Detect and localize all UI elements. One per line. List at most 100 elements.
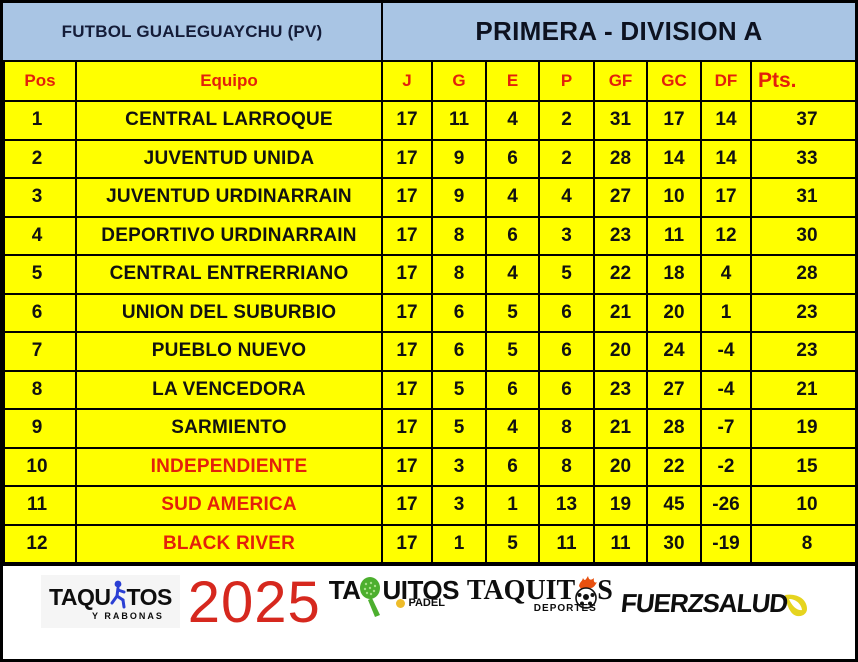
e-cell: 5 (485, 292, 540, 333)
rabonas-text-a: TAQU (49, 584, 111, 610)
division-title: PRIMERA - DIVISION A (475, 16, 763, 46)
taquitos-rabonas-wordmark: TAQU TOS (49, 580, 172, 611)
team-name-cell: SARMIENTO (75, 408, 383, 449)
rabonas-subtitle: Y RABONAS (91, 611, 164, 621)
j-cell: 17 (381, 369, 433, 410)
rabonas-text-b: TOS (126, 584, 172, 610)
df-cell: -4 (700, 369, 752, 410)
g-cell: 5 (431, 408, 487, 449)
team-name-cell: SUD AMERICA (75, 485, 383, 526)
g-cell: 9 (431, 177, 487, 218)
team-name-cell: DEPORTIVO URDINARRAIN (75, 215, 383, 256)
e-cell: 5 (485, 523, 540, 564)
gf-cell: 11 (593, 523, 648, 564)
table-row: 7 PUEBLO NUEVO 17 6 5 6 20 24 -4 23 (3, 331, 855, 372)
pos-cell: 2 (3, 138, 77, 179)
gc-cell: 18 (646, 254, 702, 295)
padel-subtitle-row: PADEL (396, 597, 445, 609)
g-cell: 11 (431, 100, 487, 141)
col-header-gf: GF (593, 60, 648, 102)
e-cell: 4 (485, 254, 540, 295)
p-cell: 11 (538, 523, 595, 564)
p-cell: 6 (538, 369, 595, 410)
g-cell: 8 (431, 215, 487, 256)
p-cell: 13 (538, 485, 595, 526)
gf-cell: 22 (593, 254, 648, 295)
taquitos-padel-wordmark: TA UITOS (329, 575, 459, 617)
logo-taquitos-deportes: TAQUIT S DEPORTES (467, 575, 613, 614)
table-row: 10 INDEPENDIENTE 17 3 6 8 20 22 -2 15 (3, 446, 855, 487)
logo-taquitos-rabonas: TAQU TOS Y RABONAS (41, 575, 180, 628)
df-cell: 12 (700, 215, 752, 256)
gc-cell: 24 (646, 331, 702, 372)
j-cell: 17 (381, 331, 433, 372)
df-cell: 14 (700, 138, 752, 179)
pos-cell: 6 (3, 292, 77, 333)
col-header-gc: GC (646, 60, 702, 102)
fuerzsalud-swoosh-icon (784, 594, 807, 617)
gc-cell: 10 (646, 177, 702, 218)
p-cell: 3 (538, 215, 595, 256)
gf-cell: 20 (593, 331, 648, 372)
taquitos-deportes-wordmark: TAQUIT S (467, 575, 613, 609)
deportes-subtitle: DEPORTES (533, 603, 597, 614)
j-cell: 17 (381, 292, 433, 333)
table-row: 6 UNION DEL SUBURBIO 17 6 5 6 21 20 1 23 (3, 292, 855, 333)
pos-cell: 4 (3, 215, 77, 256)
j-cell: 17 (381, 408, 433, 449)
j-cell: 17 (381, 138, 433, 179)
col-header-e: E (485, 60, 540, 102)
col-header-pos: Pos (3, 60, 77, 102)
gf-cell: 28 (593, 138, 648, 179)
gc-cell: 22 (646, 446, 702, 487)
g-cell: 9 (431, 138, 487, 179)
pts-cell: 21 (750, 369, 855, 410)
team-name-cell: PUEBLO NUEVO (75, 331, 383, 372)
flaming-soccer-ball-icon (575, 576, 598, 609)
soccer-player-icon (110, 580, 126, 608)
gf-cell: 23 (593, 215, 648, 256)
gc-cell: 30 (646, 523, 702, 564)
team-name-cell: CENTRAL ENTRERRIANO (75, 254, 383, 295)
pts-cell: 33 (750, 138, 855, 179)
g-cell: 8 (431, 254, 487, 295)
table-row: 2 JUVENTUD UNIDA 17 9 6 2 28 14 14 33 (3, 138, 855, 179)
p-cell: 8 (538, 408, 595, 449)
padel-ball-icon (396, 598, 406, 608)
fuerzsalud-wordmark: FUERZSALUD (619, 587, 789, 618)
g-cell: 3 (431, 485, 487, 526)
pos-cell: 7 (3, 331, 77, 372)
pos-cell: 9 (3, 408, 77, 449)
team-name-cell: JUVENTUD UNIDA (75, 138, 383, 179)
e-cell: 1 (485, 485, 540, 526)
g-cell: 6 (431, 331, 487, 372)
logo-fuerzsalud: FUERZSALUD (619, 587, 809, 619)
table-row: 11 SUD AMERICA 17 3 1 13 19 45 -26 10 (3, 485, 855, 526)
team-name-cell: BLACK RIVER (75, 523, 383, 564)
g-cell: 5 (431, 369, 487, 410)
gc-cell: 20 (646, 292, 702, 333)
df-cell: -19 (700, 523, 752, 564)
col-header-df: DF (700, 60, 752, 102)
table-row: 5 CENTRAL ENTRERRIANO 17 8 4 5 22 18 4 28 (3, 254, 855, 295)
gf-cell: 27 (593, 177, 648, 218)
pos-cell: 5 (3, 254, 77, 295)
e-cell: 6 (485, 215, 540, 256)
e-cell: 6 (485, 369, 540, 410)
logo-taquitos-padel: TA UITOS PADEL (329, 575, 459, 617)
j-cell: 17 (381, 446, 433, 487)
col-header-pts: Pts. (750, 60, 855, 102)
league-title: FUTBOL GUALEGUAYCHU (PV) (3, 3, 383, 60)
sponsor-footer: TAQU TOS Y RABONAS 2025 TA (3, 564, 855, 659)
pts-cell: 31 (750, 177, 855, 218)
col-header-j: J (381, 60, 433, 102)
col-header-g: G (431, 60, 487, 102)
pts-cell: 8 (750, 523, 855, 564)
gf-cell: 31 (593, 100, 648, 141)
padel-subtitle: PADEL (408, 597, 445, 609)
j-cell: 17 (381, 215, 433, 256)
table-row: 4 DEPORTIVO URDINARRAIN 17 8 6 3 23 11 12 30 (3, 215, 855, 256)
table-row: 3 JUVENTUD URDINARRAIN 17 9 4 4 27 10 17 31 (3, 177, 855, 218)
team-name-cell: JUVENTUD URDINARRAIN (75, 177, 383, 218)
